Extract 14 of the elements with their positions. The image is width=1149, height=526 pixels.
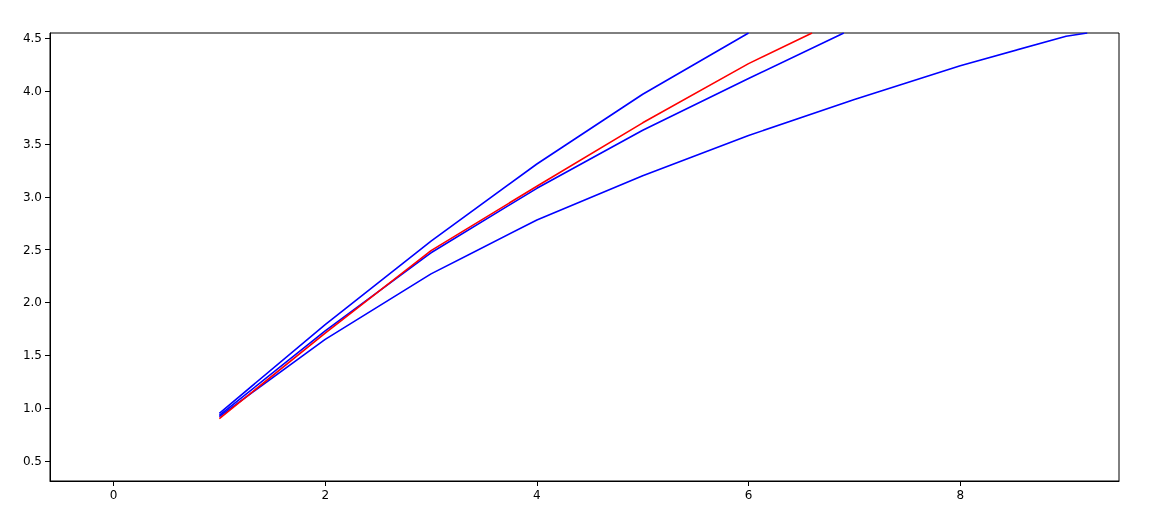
y-tick-label: 1.5 <box>22 348 42 363</box>
x-tick-label: 4 <box>533 488 541 502</box>
y-tick-label: 2.0 <box>22 295 42 310</box>
y-tick-label: 4.0 <box>22 84 42 99</box>
x-tick-label: 0 <box>109 488 118 502</box>
x-tick-label: 6 <box>744 488 753 502</box>
y-tick-label: 3.5 <box>22 136 42 151</box>
y-tick-label: 0.5 <box>22 453 42 468</box>
y-tick-label: 4.5 <box>22 31 42 46</box>
y-tick-label: 3.0 <box>22 189 42 204</box>
y-tick-label: 1.0 <box>22 401 42 416</box>
x-tick-label: 8 <box>956 488 965 502</box>
x-tick-label: 2 <box>321 488 330 502</box>
y-tick-label: 2.5 <box>22 242 42 257</box>
